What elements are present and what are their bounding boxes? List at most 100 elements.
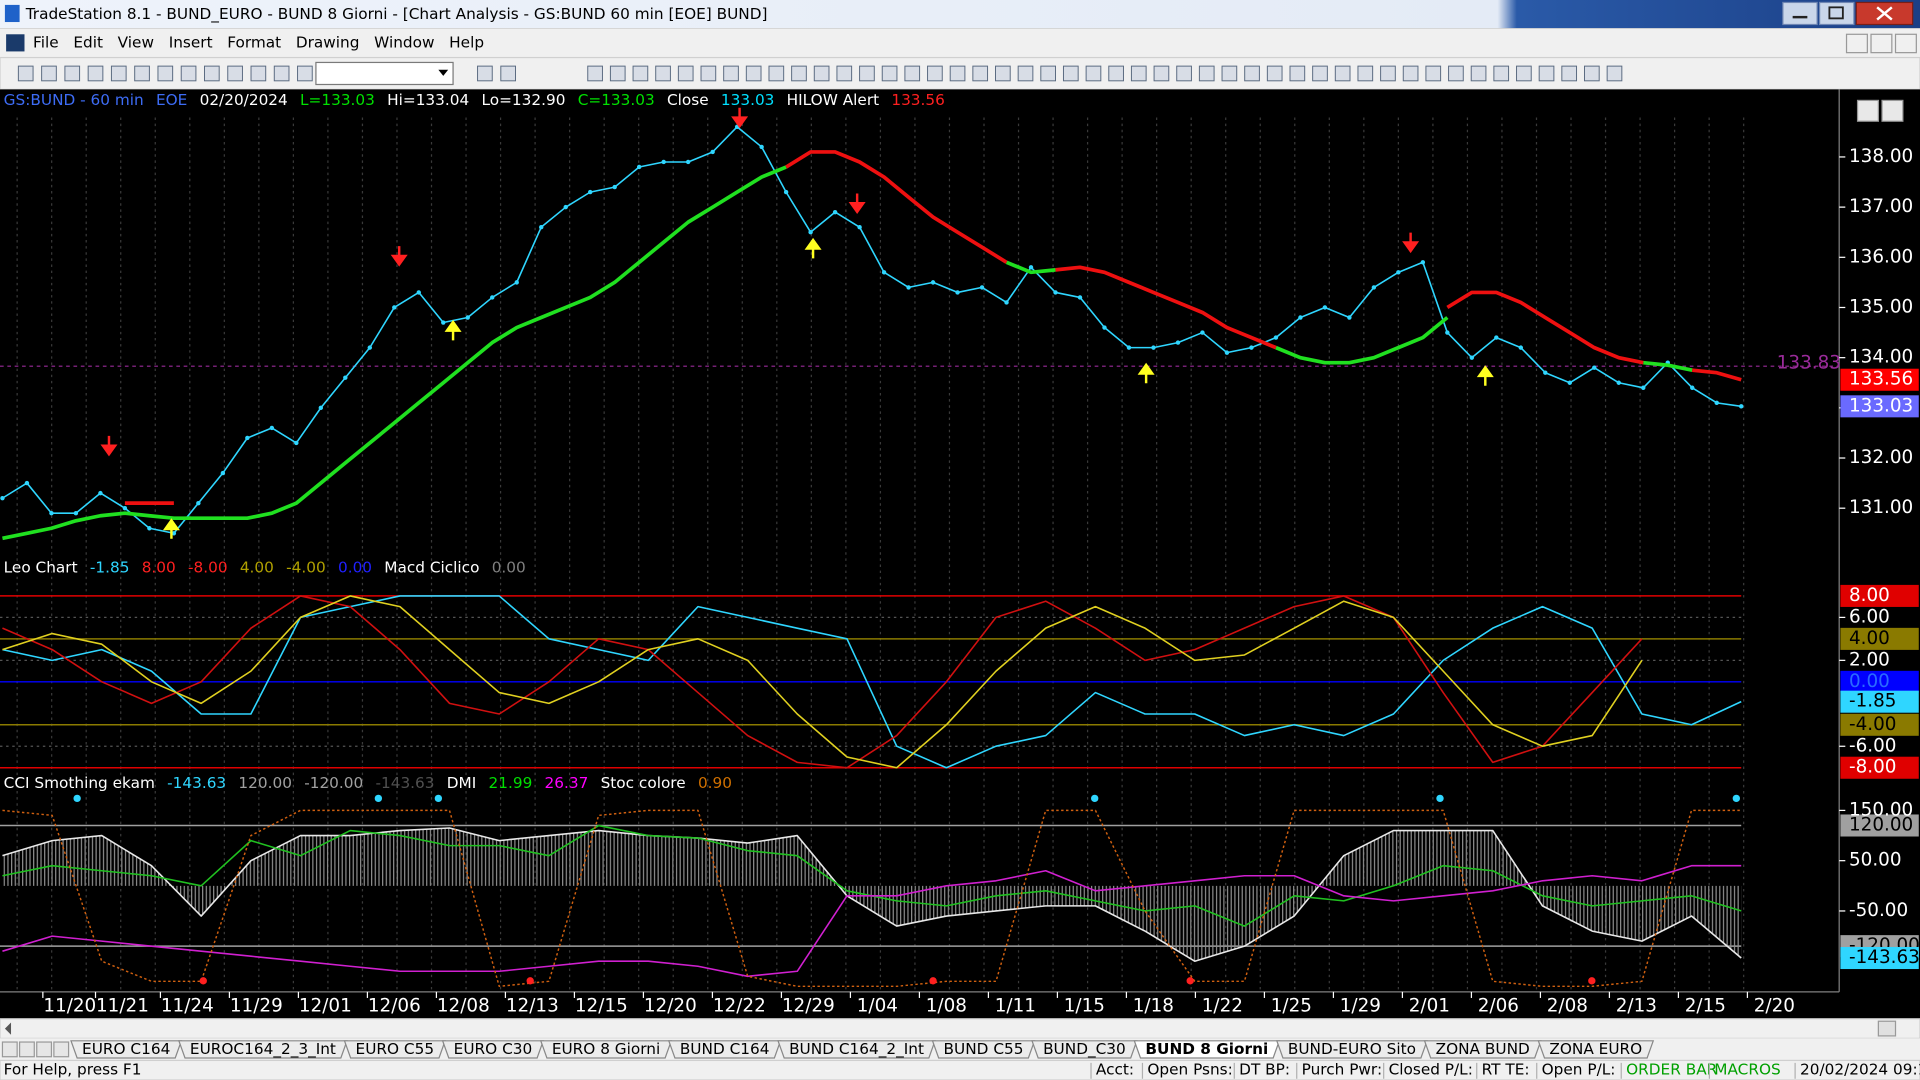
toolbar-button[interactable] [1516,65,1532,82]
toolbar-button[interactable] [768,65,785,82]
toolbar-button[interactable] [1221,65,1238,82]
tab[interactable] [1537,1040,1655,1059]
tab-label[interactable]: BUND C55 [944,1040,1024,1058]
toolbar-button[interactable] [64,65,81,82]
toolbar-button[interactable] [859,65,875,82]
scroll-thumb[interactable] [1877,1020,1897,1037]
toolbar-button[interactable] [655,65,671,82]
toolbar-button[interactable] [904,65,921,82]
menu-icon[interactable] [6,34,25,52]
tab[interactable] [539,1040,673,1059]
toolbar-button[interactable] [1289,65,1306,82]
toolbar-button[interactable] [110,65,127,82]
toolbar-button[interactable] [1402,65,1419,82]
toolbar-button[interactable] [1130,65,1147,82]
toolbar-button[interactable] [609,65,626,82]
tab-label[interactable]: EURO C55 [356,1040,435,1058]
tab[interactable] [777,1040,936,1059]
toolbar-button[interactable] [273,65,290,82]
tab-prev[interactable] [18,1041,35,1058]
tab[interactable] [343,1040,446,1059]
tab-label[interactable]: BUND C164_2_Int [789,1040,924,1059]
menu-item[interactable]: Window [374,33,434,51]
toolbar-button[interactable] [745,65,762,82]
tab[interactable] [1423,1040,1542,1059]
toolbar-button[interactable] [1334,65,1351,82]
toolbar-button[interactable] [250,65,267,82]
toolbar-button[interactable] [180,65,197,82]
toolbar-button[interactable] [1380,65,1396,82]
horizontal-scrollbar[interactable] [0,1018,1920,1039]
toolbar-button[interactable] [1244,65,1260,82]
toolbar-button[interactable] [677,65,694,82]
tab-label[interactable]: BUND C164 [680,1040,770,1058]
toolbar-button[interactable] [1561,65,1578,82]
toolbar-button[interactable] [700,65,717,82]
toolbar-button[interactable] [791,65,807,82]
toolbar-button[interactable] [1606,65,1623,82]
toolbar-button[interactable] [949,65,966,82]
toolbar-button[interactable] [881,65,898,82]
toolbar-button[interactable] [227,65,243,82]
tab-label[interactable]: EURO C164 [82,1040,170,1058]
toolbar-button[interactable] [87,65,104,82]
menu-item[interactable]: Edit [73,33,103,51]
tab-label[interactable]: ZONA BUND [1436,1040,1530,1058]
toolbar-button[interactable] [1108,65,1124,82]
toolbar-button[interactable] [17,65,34,82]
tab[interactable] [1275,1040,1428,1059]
toolbar-button[interactable] [995,65,1011,82]
menu-item[interactable]: File [33,33,59,51]
toolbar-button[interactable] [972,65,989,82]
tab-last[interactable] [53,1041,70,1058]
toolbar-button[interactable] [204,65,220,82]
menu-item[interactable]: Format [227,33,281,51]
tab[interactable] [1031,1040,1138,1059]
tab[interactable] [178,1040,348,1059]
toolbar-button[interactable] [157,65,174,82]
toolbar-button[interactable] [632,65,649,82]
mdi-minimize[interactable] [1845,33,1868,54]
tab-next[interactable] [36,1041,53,1058]
toolbar-button[interactable] [1493,65,1510,82]
tab-label[interactable]: BUND-EURO Sito [1288,1040,1416,1058]
tab-label[interactable]: EUROC164_2_3_Int [190,1040,336,1059]
toolbar-button[interactable] [1312,65,1328,82]
toolbar-button[interactable] [1153,65,1170,82]
tab-label[interactable]: BUND 8 Giorni [1145,1040,1268,1058]
tab-label[interactable]: ZONA EURO [1549,1040,1642,1058]
toolbar-button[interactable] [836,65,853,82]
minimize-button[interactable] [1782,1,1818,26]
tab[interactable] [931,1040,1036,1059]
toolbar-button[interactable] [723,65,739,82]
menu-item[interactable]: Insert [169,33,213,51]
toolbar-button[interactable] [1538,65,1555,82]
tab-label[interactable]: EURO 8 Giorni [552,1040,660,1058]
mdi-close[interactable] [1894,33,1917,54]
toolbar-button[interactable] [1062,65,1079,82]
chart-minimize[interactable] [1856,99,1879,122]
toolbar-button[interactable] [1448,65,1464,82]
tab[interactable] [441,1040,545,1059]
toolbar-button[interactable] [1357,65,1374,82]
toolbar-button[interactable] [1017,65,1034,82]
toolbar-button[interactable] [1425,65,1442,82]
scroll-left[interactable] [4,1022,13,1035]
toolbar-dropdown[interactable] [315,61,454,86]
toolbar-button[interactable] [1040,65,1056,82]
restore-button[interactable] [1818,1,1855,26]
tab[interactable] [1133,1040,1281,1059]
toolbar-button[interactable] [297,65,313,82]
toolbar-button[interactable] [134,65,150,82]
toolbar-button[interactable] [927,65,943,82]
toolbar-button[interactable] [587,65,603,82]
toolbar-button[interactable] [1266,65,1283,82]
toolbar-button[interactable] [1176,65,1192,82]
tab[interactable] [70,1040,183,1059]
mdi-restore[interactable] [1870,33,1893,54]
menu-item[interactable]: Drawing [296,33,360,51]
toolbar-button[interactable] [1085,65,1102,82]
menu-item[interactable]: View [118,33,154,51]
toolbar-button[interactable] [1198,65,1215,82]
chart-restore[interactable] [1881,99,1904,122]
